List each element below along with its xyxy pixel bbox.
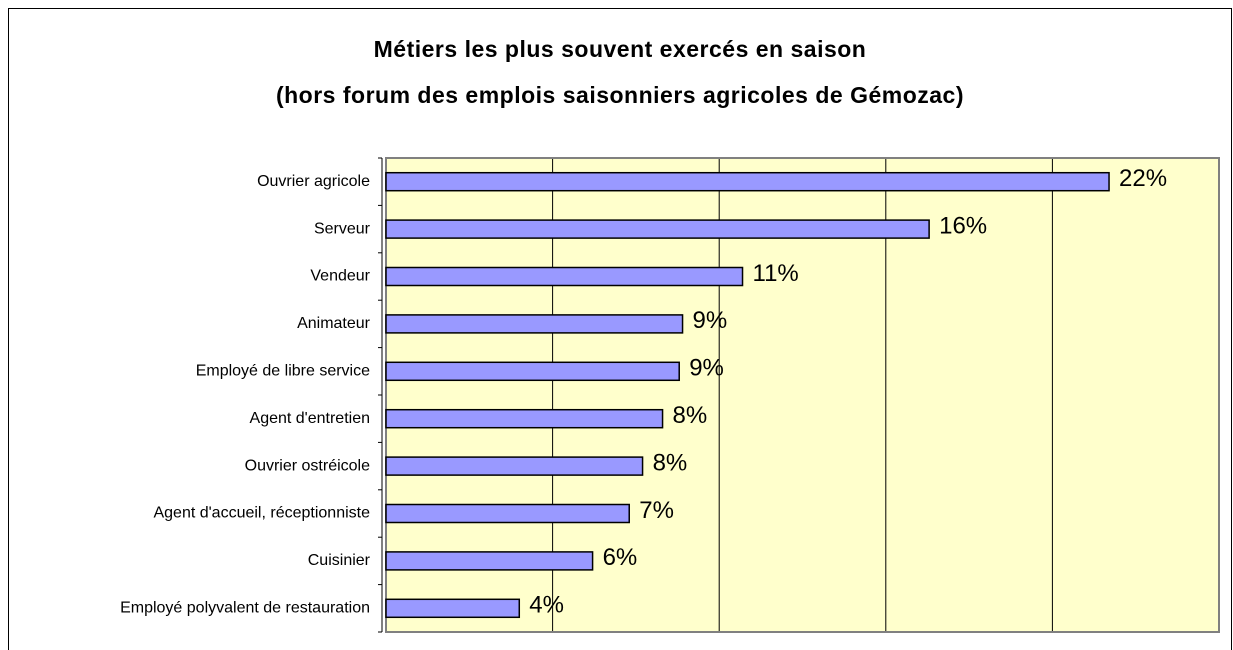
- y-tick-label: Ouvrier agricole: [257, 173, 370, 190]
- value-label: 9%: [689, 355, 724, 382]
- bar: [385, 408, 664, 429]
- value-label: 6%: [603, 544, 638, 571]
- bar: [385, 266, 744, 287]
- y-tick-label: Animateur: [297, 315, 371, 332]
- value-label: 8%: [673, 402, 708, 429]
- y-tick-label: Agent d'accueil, réceptionniste: [153, 505, 370, 522]
- y-tick-label: Ouvrier ostréicole: [245, 457, 370, 474]
- value-label: 8%: [653, 449, 688, 476]
- value-label: 16%: [939, 212, 987, 239]
- chart-subtitle: (hors forum des emplois saisonniers agri…: [276, 82, 964, 108]
- bar: [385, 314, 684, 334]
- plot-border: [385, 157, 1220, 633]
- value-label: 22%: [1119, 165, 1167, 192]
- y-tick-label: Vendeur: [310, 268, 370, 285]
- bar: [385, 171, 1110, 192]
- bar: [385, 551, 594, 571]
- y-tick-label: Cuisinier: [308, 552, 371, 569]
- value-label: 4%: [529, 592, 564, 619]
- bar: [385, 361, 680, 382]
- bar: [385, 598, 521, 619]
- bar: [385, 456, 644, 476]
- bar: [385, 219, 930, 239]
- bar: [385, 503, 630, 524]
- value-label: 7%: [639, 497, 674, 524]
- y-tick-label: Employé de libre service: [196, 363, 370, 380]
- value-label: 9%: [693, 307, 728, 334]
- y-tick-label: Serveur: [314, 220, 371, 237]
- y-tick-label: Agent d'entretien: [250, 410, 370, 427]
- value-label: 11%: [753, 260, 799, 287]
- y-tick-label: Employé polyvalent de restauration: [120, 600, 370, 617]
- chart-title: Métiers les plus souvent exercés en sais…: [374, 36, 867, 62]
